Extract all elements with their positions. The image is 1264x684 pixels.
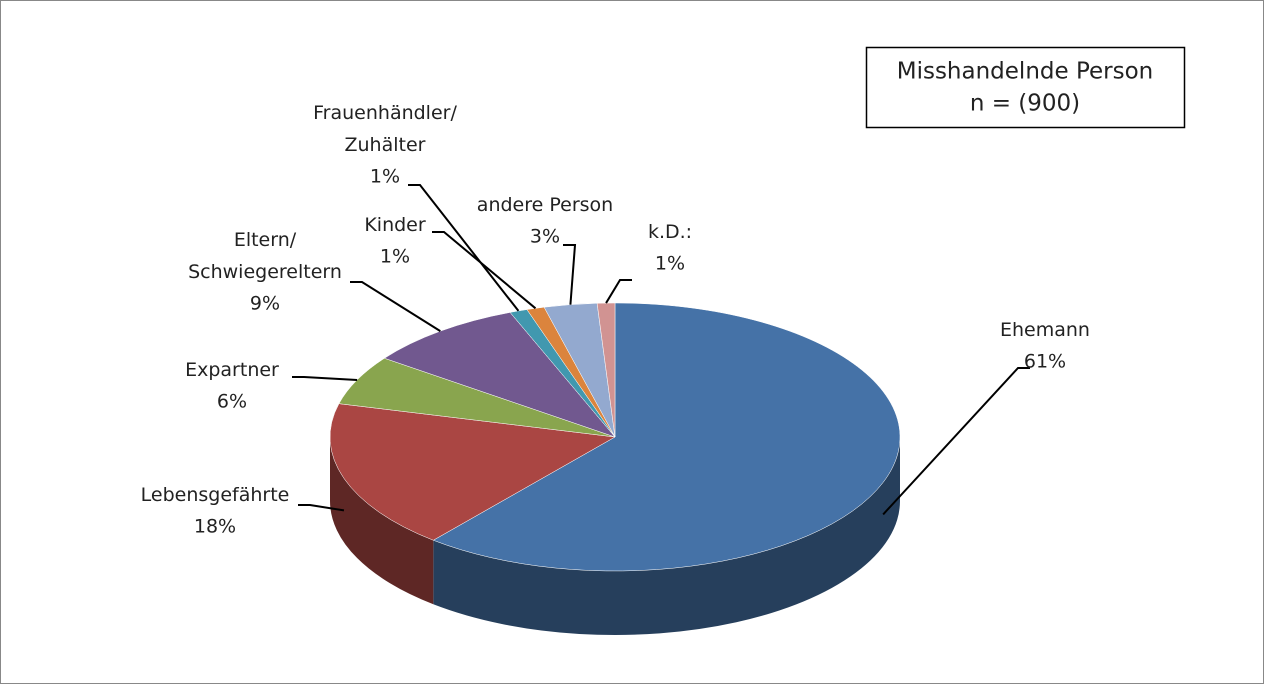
slice bbox=[329, 403, 616, 541]
leader-line bbox=[350, 281, 441, 332]
category-label: Ehemann bbox=[1000, 319, 1090, 341]
leader-line bbox=[298, 504, 345, 512]
pie-sides bbox=[330, 437, 901, 635]
chart-title: Misshandelnde Person bbox=[897, 59, 1154, 85]
value-label: 6% bbox=[217, 391, 247, 413]
value-label: 9% bbox=[250, 293, 280, 315]
labels: Ehemann 61% Lebensgefährte 18% Expartner 6% El… bbox=[141, 102, 1090, 538]
category-label: andere Person bbox=[477, 194, 613, 216]
category-label: Eltern/Schwiegereltern bbox=[188, 229, 342, 283]
chart-subtitle: n = (900) bbox=[970, 91, 1080, 117]
category-label: Frauenhändler/Zuhälter bbox=[313, 102, 457, 156]
leader-line bbox=[292, 376, 358, 381]
slice-side bbox=[433, 437, 901, 635]
leader-line bbox=[605, 279, 632, 304]
value-label: 1% bbox=[655, 253, 685, 275]
category-label: Kinder bbox=[364, 214, 426, 236]
leader-line bbox=[432, 231, 537, 310]
slice-side bbox=[330, 437, 434, 605]
leader-line bbox=[408, 184, 520, 312]
leader-line bbox=[563, 244, 577, 305]
value-label: 18% bbox=[194, 516, 236, 538]
category-label: Expartner bbox=[185, 359, 279, 381]
value-label: 3% bbox=[530, 226, 560, 248]
title-box bbox=[865, 46, 1186, 129]
value-label: 1% bbox=[380, 246, 410, 268]
leader-line bbox=[882, 367, 1030, 516]
value-label: 1% bbox=[370, 166, 400, 188]
pie-tops bbox=[329, 302, 901, 572]
slice bbox=[383, 312, 616, 438]
slice bbox=[432, 302, 901, 572]
category-label: Lebensgefährte bbox=[141, 484, 290, 506]
value-label: 61% bbox=[1024, 351, 1066, 373]
category-label: k.D.: bbox=[648, 221, 692, 243]
